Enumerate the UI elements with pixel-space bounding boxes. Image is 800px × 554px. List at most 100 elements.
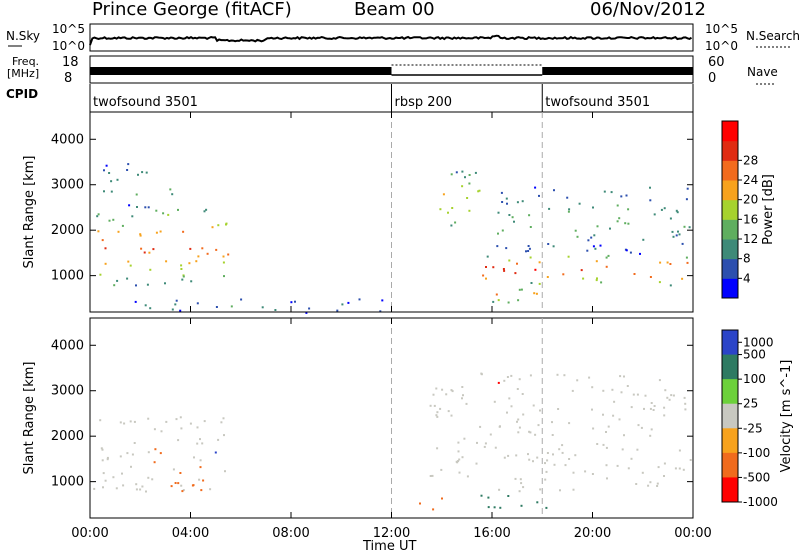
power-cell <box>553 189 555 192</box>
power-cell <box>671 230 674 233</box>
power-cell <box>649 199 652 202</box>
velocity-cell <box>584 470 587 473</box>
power-cell <box>127 163 130 166</box>
x-tick-label: 00:00 <box>71 526 108 541</box>
x-tick-label: 04:00 <box>172 526 209 541</box>
velocity-cell <box>196 426 199 429</box>
velocity-cell <box>498 488 501 491</box>
velocity-cell <box>131 453 134 456</box>
velocity-colorbar-segment <box>722 477 738 503</box>
y-tick-label: 4000 <box>51 338 84 353</box>
power-cell <box>126 169 129 171</box>
velocity-cell <box>147 417 150 420</box>
power-cell <box>629 251 632 254</box>
power-cell <box>675 209 678 212</box>
freq-bars <box>90 64 693 76</box>
power-cell <box>139 233 142 236</box>
power-cell <box>568 208 571 211</box>
velocity-cell <box>180 427 183 430</box>
power-cell <box>196 302 199 305</box>
freq-label-1: Freq. <box>12 55 39 68</box>
power-cell <box>676 211 679 214</box>
velocity-cell <box>616 464 619 467</box>
velocity-cell <box>101 459 104 462</box>
velocity-colorbar-label: 1000 <box>743 335 774 349</box>
velocity-cell <box>635 483 638 485</box>
y-tick-label: 2000 <box>51 429 84 444</box>
velocity-cell <box>440 468 443 471</box>
cpid-segment-label: twofsound 3501 <box>545 95 650 110</box>
power-cell <box>454 221 457 224</box>
velocity-cell <box>217 438 220 441</box>
cpid-label: CPID <box>6 87 38 101</box>
power-colorbar-label: 16 <box>743 212 758 226</box>
power-cell <box>180 264 183 267</box>
velocity-cell <box>104 479 107 482</box>
velocity-colorbar-frame <box>721 329 739 503</box>
velocity-cell <box>133 442 136 444</box>
velocity-cell <box>656 482 659 485</box>
velocity-cell <box>487 496 490 499</box>
power-cell <box>468 209 471 212</box>
velocity-colorbar-label: -25 <box>743 421 763 435</box>
velocity-cell <box>465 402 468 405</box>
power-colorbar-segment <box>722 180 738 201</box>
power-cell <box>659 261 662 264</box>
power-colorbar-label: 28 <box>743 153 758 167</box>
velocity-cell <box>619 375 622 378</box>
power-cell <box>599 244 602 247</box>
velocity-cell <box>458 471 461 474</box>
power-cell <box>167 213 170 216</box>
power-cell <box>468 182 471 185</box>
power-cell <box>595 260 598 263</box>
power-colorbar-label: 4 <box>743 271 751 285</box>
power-cell <box>580 269 583 272</box>
velocity-cell <box>520 482 523 485</box>
velocity-cell <box>630 406 633 409</box>
power-cell <box>548 207 551 210</box>
velocity-cell <box>518 490 521 493</box>
freq-bar-1 <box>90 67 392 75</box>
velocity-colorbar-label: -1000 <box>743 495 778 509</box>
power-cell <box>195 260 198 263</box>
velocity-cell <box>574 454 577 457</box>
nsearch-top-tick: 10^5 <box>705 22 738 36</box>
velocity-cell <box>632 393 635 396</box>
power-cell <box>225 223 227 226</box>
velocity-cell <box>653 405 656 407</box>
velocity-colorbar-label: -500 <box>743 470 770 484</box>
power-colorbar-label: 8 <box>743 252 751 266</box>
power-cell <box>605 256 608 259</box>
velocity-cell <box>649 407 652 410</box>
velocity-cell <box>602 413 604 416</box>
power-cell <box>108 219 111 222</box>
power-cell <box>294 300 296 303</box>
power-cell <box>605 265 608 268</box>
power-cell <box>110 180 113 183</box>
velocity-cell <box>611 388 614 391</box>
velocity-cell <box>620 391 623 394</box>
velocity-cell <box>637 424 640 427</box>
power-cell <box>104 247 107 250</box>
velocity-cell <box>112 476 115 479</box>
power-cell <box>546 276 549 278</box>
velocity-cell <box>203 420 206 423</box>
velocity-cell <box>605 446 608 449</box>
power-cell <box>182 275 185 278</box>
velocity-cell <box>539 488 542 491</box>
power-cell <box>341 303 344 306</box>
power-cell <box>592 206 594 209</box>
power-cell <box>482 274 485 277</box>
power-cell <box>681 277 684 280</box>
velocity-cell <box>432 508 435 511</box>
velocity-cell <box>650 402 653 404</box>
power-colorbar-segment <box>722 121 738 142</box>
velocity-cell <box>521 393 524 395</box>
power-cell <box>143 251 146 254</box>
power-cell <box>144 206 147 209</box>
noise-strip <box>89 23 694 52</box>
velocity-cell <box>564 464 567 467</box>
power-cell <box>666 261 669 264</box>
power-cell <box>594 247 597 250</box>
power-cell <box>593 234 596 237</box>
